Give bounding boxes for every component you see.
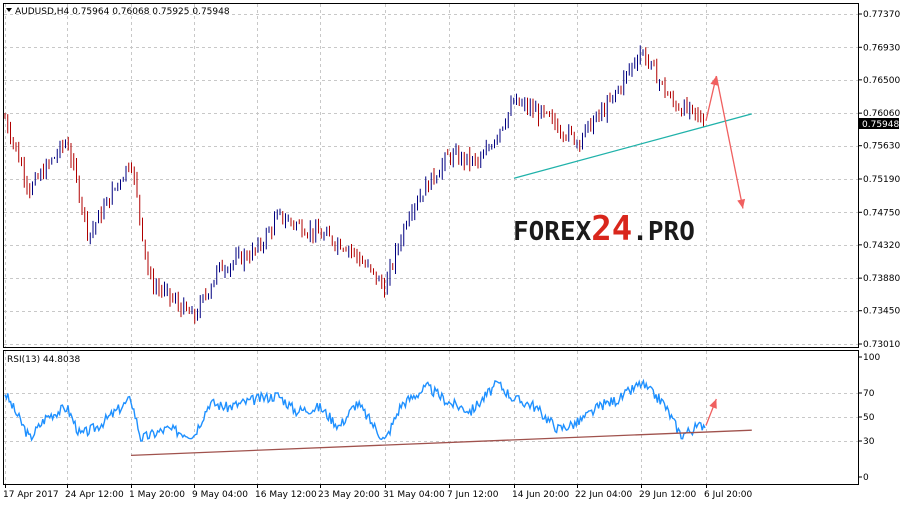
price-tick-label: 0.76930 [863,43,900,53]
watermark-pro: .PRO [632,217,695,247]
price-tick-label: 0.73450 [863,307,900,317]
rsi-forecast-arrow-head [709,399,717,409]
symbol-header: AUDUSD,H4 0.75964 0.76068 0.75925 0.7594… [15,7,230,17]
rsi-axis: 100 70 50 30 0 [858,353,880,483]
time-tick-label: 6 Jul 20:00 [704,490,753,500]
rsi-tick-label: 0 [863,473,869,483]
time-tick-label: 7 Jun 12:00 [447,490,499,500]
forecast-down-arrow [715,75,744,209]
rsi-tick-label: 30 [863,437,875,447]
price-trend-line [513,113,752,179]
watermark-forex: FOREX [513,217,592,247]
watermark-24: 24 [591,209,632,249]
rsi-trend-line [130,429,752,457]
price-tick-label: 0.75190 [863,175,900,185]
time-tick-label: 9 May 04:00 [192,490,248,500]
price-tick-label: 0.77370 [863,10,900,20]
time-tick-label: 29 Jun 12:00 [639,490,696,500]
forecast-down-arrow-head [737,198,746,209]
rsi-tick-label: 100 [863,353,880,363]
rsi-tick-label: 70 [863,389,875,399]
price-candles [4,45,704,324]
price-tick-label: 0.74320 [863,241,900,251]
price-tick-label: 0.76060 [863,109,900,119]
price-tick-label: 0.74750 [863,208,900,218]
time-tick-label: 22 Jun 04:00 [575,490,632,500]
current-price-box [859,118,899,129]
time-tick-label: 31 May 04:00 [383,490,445,500]
time-tick-label: 23 May 20:00 [318,490,380,500]
time-tick-label: 16 May 12:00 [255,490,317,500]
chart-annotations [130,75,752,457]
price-tick-label: 0.75630 [863,142,900,152]
rsi-tick-label: 50 [863,413,875,423]
rsi-grid [4,351,858,484]
time-axis: 17 Apr 2017 24 Apr 12:00 1 May 20:00 9 May … [3,484,753,500]
price-pane-frame [3,3,859,348]
time-tick-label: 24 Apr 12:00 [65,490,124,500]
current-price-label: 0.75948 [862,120,899,130]
time-tick-label: 1 May 20:00 [129,490,185,500]
price-tick-label: 0.76500 [863,76,900,86]
rsi-series [4,378,706,442]
dropdown-triangle-icon[interactable] [6,8,12,12]
price-tick-label: 0.73010 [863,340,900,350]
time-tick-label: 14 Jun 20:00 [512,490,569,500]
rsi-line [4,378,706,442]
time-tick-label: 17 Apr 2017 [3,490,59,500]
rsi-header: RSI(13) 44.8038 [7,355,80,365]
price-axis: 0.77370 0.76930 0.76500 0.76060 0.75630 0.751… [858,10,900,350]
watermark-logo: FOREX24.PRO [513,209,695,249]
price-tick-label: 0.73880 [863,274,900,284]
